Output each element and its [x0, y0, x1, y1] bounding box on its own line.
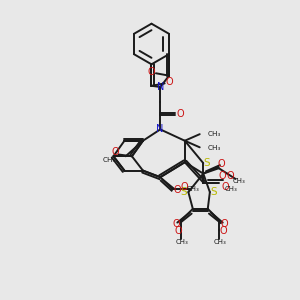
Text: CH₃: CH₃	[187, 185, 200, 191]
Text: CH₃: CH₃	[208, 130, 221, 136]
Text: N: N	[157, 82, 164, 92]
Text: CH₃: CH₃	[225, 186, 238, 192]
Text: O: O	[226, 171, 234, 181]
Text: O: O	[173, 185, 181, 195]
Text: O: O	[176, 109, 184, 118]
Text: O: O	[221, 219, 228, 229]
Text: O: O	[174, 226, 182, 236]
Text: O: O	[148, 67, 156, 77]
Text: N: N	[156, 124, 164, 134]
Text: O: O	[222, 182, 229, 192]
Text: CH₃: CH₃	[233, 178, 245, 184]
Text: S: S	[204, 158, 210, 168]
Text: O: O	[218, 159, 226, 169]
Text: S: S	[211, 187, 217, 196]
Text: O: O	[112, 147, 119, 157]
Text: O: O	[180, 182, 188, 192]
Text: O: O	[165, 77, 172, 87]
Text: O: O	[220, 226, 227, 236]
Text: CH₃: CH₃	[103, 157, 116, 163]
Text: CH₃: CH₃	[208, 145, 221, 151]
Text: S: S	[181, 187, 188, 196]
Text: CH₃: CH₃	[176, 239, 189, 245]
Text: CH₃: CH₃	[214, 239, 227, 245]
Text: O: O	[172, 219, 180, 230]
Text: O: O	[219, 171, 226, 181]
